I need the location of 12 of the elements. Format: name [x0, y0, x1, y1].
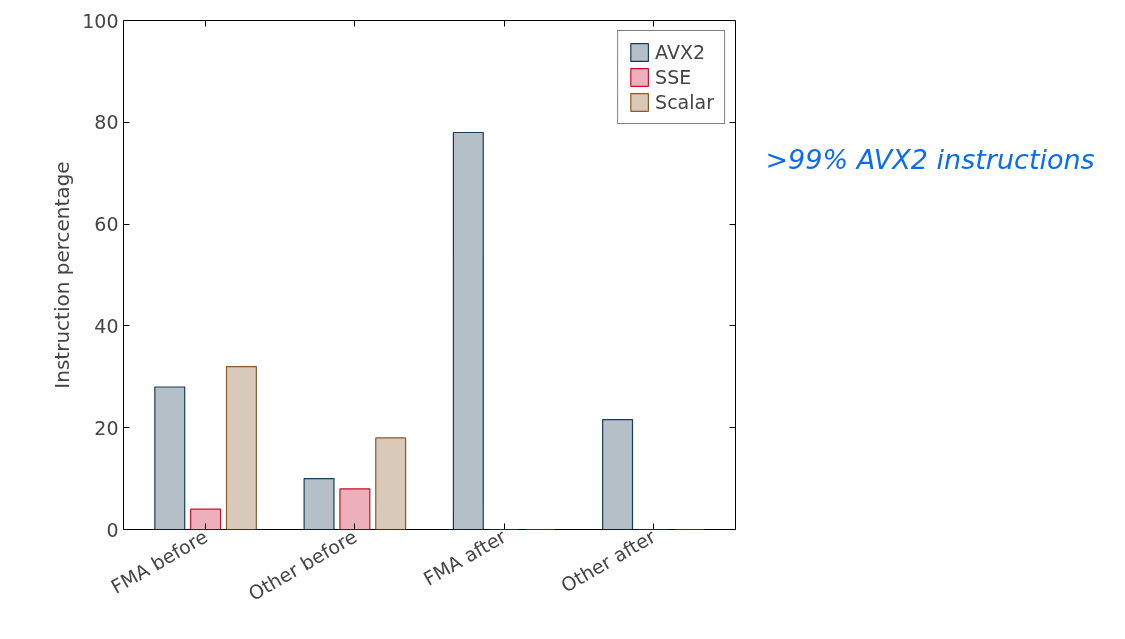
legend-label: SSE [655, 66, 692, 88]
y-tick-label: 80 [94, 111, 119, 134]
legend-label: AVX2 [655, 41, 705, 63]
y-tick-label: 20 [94, 416, 119, 439]
y-tick-label: 0 [106, 518, 119, 541]
y-tick-label: 100 [82, 9, 119, 32]
x-tick-label: FMA after [419, 524, 510, 590]
text: >99% AVX2 instructions [765, 143, 1095, 175]
y-tick-label: 60 [94, 213, 119, 236]
y-axis-title: Instruction percentage [50, 161, 75, 389]
legend-label: Scalar [655, 91, 714, 113]
y-tick-label: 40 [94, 314, 119, 337]
